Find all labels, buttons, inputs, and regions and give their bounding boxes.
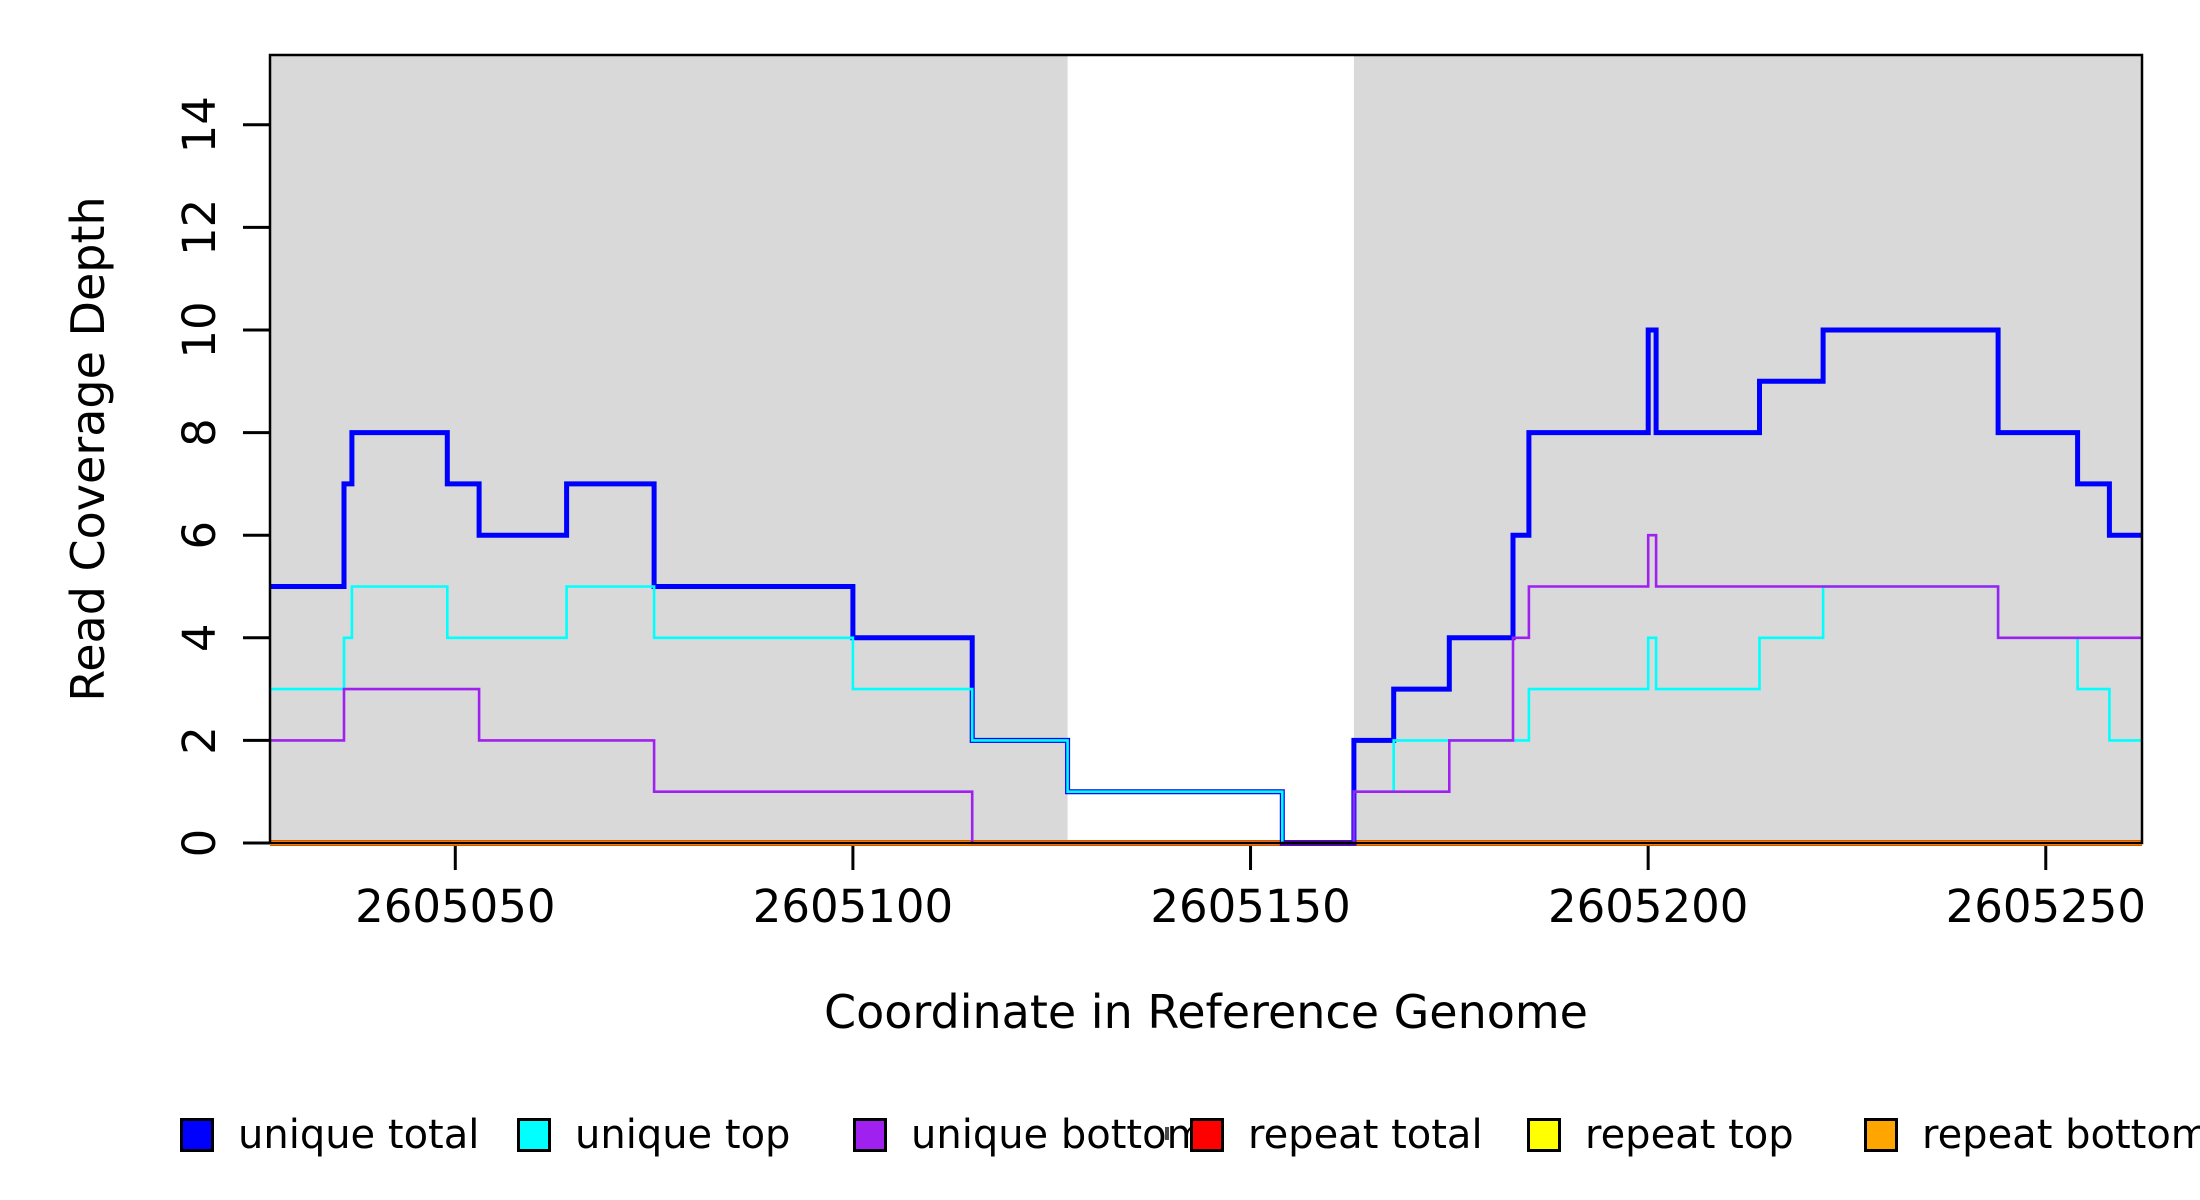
x-tick-label: 2605100 [753,880,953,933]
x-tick-label: 2605250 [1946,880,2146,933]
y-tick-label: 2 [173,726,226,755]
series-line-unique-total [270,327,2142,846]
y-tick-label: 4 [173,623,226,652]
y-tick-label: 8 [173,418,226,447]
x-tick-label: 2605200 [1548,880,1748,933]
plot-border [268,53,2144,845]
y-axis-title: Read Coverage Depth [61,196,115,702]
y-tick-label: 10 [173,301,226,358]
unique-region-right [1353,55,2142,843]
x-axis-title: Coordinate in Reference Genome [824,985,1588,1039]
unique-region-left [270,55,1068,843]
y-tick-label: 6 [173,521,226,550]
y-tick-label: 14 [173,96,226,153]
series-line-unique-bottom [270,533,2142,845]
x-tick-label: 2605050 [355,880,555,933]
stray-mark [1165,1127,1169,1140]
x-tick-label: 2605150 [1150,880,1350,933]
y-tick-label: 12 [173,199,226,256]
y-tick-label: 0 [173,829,226,858]
